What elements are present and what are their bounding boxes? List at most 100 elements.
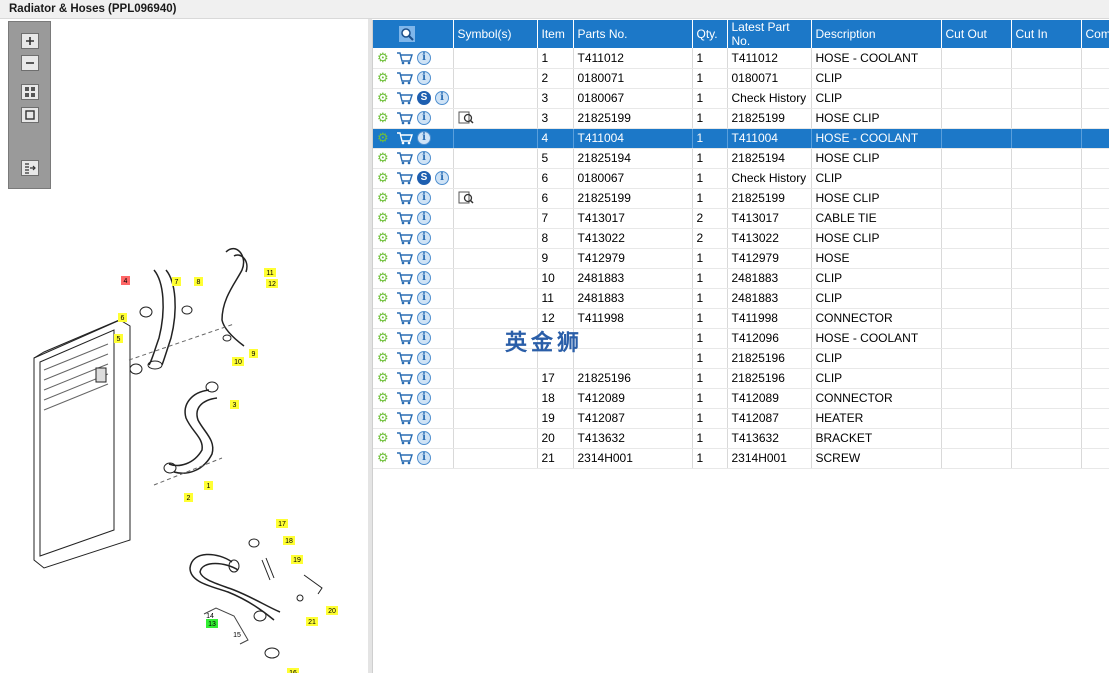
- info-icon[interactable]: i: [417, 131, 431, 146]
- gear-icon[interactable]: ⚙: [377, 450, 389, 466]
- header-comment[interactable]: Comment: [1081, 20, 1109, 48]
- table-row[interactable]: ⚙ i 7 T413017 2 T413017 CABLE TIE: [373, 208, 1109, 229]
- info-icon[interactable]: i: [417, 191, 431, 206]
- gear-icon[interactable]: ⚙: [377, 270, 389, 286]
- table-row[interactable]: ⚙ i 8 T413022 2 T413022 HOSE CLIP: [373, 228, 1109, 249]
- info-icon[interactable]: i: [417, 351, 431, 366]
- table-row[interactable]: ⚙ i 20 T413632 1 T413632 BRACKET: [373, 428, 1109, 449]
- info-icon[interactable]: i: [417, 391, 431, 406]
- info-icon[interactable]: i: [417, 51, 431, 66]
- table-row[interactable]: ⚙ i 5 21825194 1 21825194 HOSE CLIP: [373, 148, 1109, 169]
- info-icon[interactable]: i: [417, 271, 431, 286]
- cart-icon[interactable]: [396, 91, 413, 105]
- header-qty[interactable]: Qty.: [692, 20, 728, 48]
- cart-icon[interactable]: [396, 351, 413, 365]
- gear-icon[interactable]: ⚙: [377, 350, 389, 366]
- fit-all-button[interactable]: [21, 84, 39, 100]
- supersession-icon[interactable]: S: [417, 171, 431, 186]
- header-cut-out[interactable]: Cut Out: [941, 20, 1012, 48]
- info-icon[interactable]: i: [417, 291, 431, 306]
- table-row[interactable]: ⚙ i 18 T412089 1 T412089 CONNECTOR: [373, 388, 1109, 409]
- header-description[interactable]: Description: [811, 20, 942, 48]
- gear-icon[interactable]: ⚙: [377, 330, 389, 346]
- table-row[interactable]: ⚙ i 10 2481883 1 2481883 CLIP: [373, 268, 1109, 289]
- gear-icon[interactable]: ⚙: [377, 290, 389, 306]
- export-button[interactable]: [21, 160, 39, 176]
- cart-icon[interactable]: [396, 171, 413, 185]
- cart-icon[interactable]: [396, 151, 413, 165]
- gear-icon[interactable]: ⚙: [377, 410, 389, 426]
- gear-icon[interactable]: ⚙: [377, 190, 389, 206]
- info-icon[interactable]: i: [417, 451, 431, 466]
- gear-icon[interactable]: ⚙: [377, 230, 389, 246]
- zoom-in-button[interactable]: [21, 33, 39, 49]
- header-symbols[interactable]: Symbol(s): [453, 20, 538, 48]
- gear-icon[interactable]: ⚙: [377, 150, 389, 166]
- pane-splitter[interactable]: [368, 19, 372, 673]
- table-row[interactable]: ⚙ i 12 T411998 1 T411998 CONNECTOR: [373, 308, 1109, 329]
- info-icon[interactable]: i: [417, 311, 431, 326]
- cart-icon[interactable]: [396, 271, 413, 285]
- table-row[interactable]: ⚙ i 17 21825196 1 21825196 CLIP: [373, 368, 1109, 389]
- cart-icon[interactable]: [396, 331, 413, 345]
- gear-icon[interactable]: ⚙: [377, 70, 389, 86]
- header-latest-part-no[interactable]: Latest Part No.: [727, 20, 812, 48]
- gear-icon[interactable]: ⚙: [377, 90, 389, 106]
- info-icon[interactable]: i: [417, 211, 431, 226]
- gear-icon[interactable]: ⚙: [377, 430, 389, 446]
- table-row[interactable]: ⚙ i 9 T412979 1 T412979 HOSE: [373, 248, 1109, 269]
- gear-icon[interactable]: ⚙: [377, 110, 389, 126]
- table-row[interactable]: ⚙ i 6 21825199 1 21825199 HOSE CLIP: [373, 188, 1109, 209]
- table-row[interactable]: ⚙ i 1 21825196 CLIP: [373, 348, 1109, 369]
- zoom-out-button[interactable]: [21, 55, 39, 71]
- cart-icon[interactable]: [396, 411, 413, 425]
- view-reference-icon[interactable]: [458, 191, 474, 205]
- cart-icon[interactable]: [396, 191, 413, 205]
- header-item[interactable]: Item: [537, 20, 574, 48]
- info-icon[interactable]: i: [417, 331, 431, 346]
- cart-icon[interactable]: [396, 291, 413, 305]
- info-icon[interactable]: i: [417, 431, 431, 446]
- info-icon[interactable]: i: [435, 91, 449, 106]
- cart-icon[interactable]: [396, 231, 413, 245]
- cart-icon[interactable]: [396, 431, 413, 445]
- table-row[interactable]: ⚙ i 19 T412087 1 T412087 HEATER: [373, 408, 1109, 429]
- gear-icon[interactable]: ⚙: [377, 390, 389, 406]
- cart-icon[interactable]: [396, 111, 413, 125]
- cart-icon[interactable]: [396, 251, 413, 265]
- cart-icon[interactable]: [396, 311, 413, 325]
- header-cut-in[interactable]: Cut In: [1011, 20, 1082, 48]
- header-icons[interactable]: [373, 20, 454, 48]
- gear-icon[interactable]: ⚙: [377, 130, 389, 146]
- gear-icon[interactable]: ⚙: [377, 370, 389, 386]
- table-row[interactable]: ⚙ i 21 2314H001 1 2314H001 SCREW: [373, 448, 1109, 469]
- header-parts-no[interactable]: Parts No.: [573, 20, 693, 48]
- supersession-icon[interactable]: S: [417, 91, 431, 106]
- table-row[interactable]: ⚙ i 2 0180071 1 0180071 CLIP: [373, 68, 1109, 89]
- info-icon[interactable]: i: [417, 371, 431, 386]
- info-icon[interactable]: i: [417, 71, 431, 86]
- gear-icon[interactable]: ⚙: [377, 310, 389, 326]
- cart-icon[interactable]: [396, 131, 413, 145]
- cart-icon[interactable]: [396, 371, 413, 385]
- info-icon[interactable]: i: [417, 251, 431, 266]
- fit-window-button[interactable]: [21, 107, 39, 123]
- cart-icon[interactable]: [396, 211, 413, 225]
- search-parts-icon[interactable]: [399, 26, 415, 42]
- cart-icon[interactable]: [396, 451, 413, 465]
- gear-icon[interactable]: ⚙: [377, 250, 389, 266]
- gear-icon[interactable]: ⚙: [377, 170, 389, 186]
- info-icon[interactable]: i: [417, 151, 431, 166]
- table-row[interactable]: ⚙ i 11 2481883 1 2481883 CLIP: [373, 288, 1109, 309]
- diagram-pane[interactable]: 1 2 3 4 5 6 7 8 9 10 11 12 13 14 15 16 1…: [4, 20, 368, 673]
- cart-icon[interactable]: [396, 71, 413, 85]
- gear-icon[interactable]: ⚙: [377, 210, 389, 226]
- table-row[interactable]: ⚙ i 3 21825199 1 21825199 HOSE CLIP: [373, 108, 1109, 129]
- info-icon[interactable]: i: [417, 231, 431, 246]
- cart-icon[interactable]: [396, 51, 413, 65]
- gear-icon[interactable]: ⚙: [377, 50, 389, 66]
- info-icon[interactable]: i: [417, 411, 431, 426]
- cart-icon[interactable]: [396, 391, 413, 405]
